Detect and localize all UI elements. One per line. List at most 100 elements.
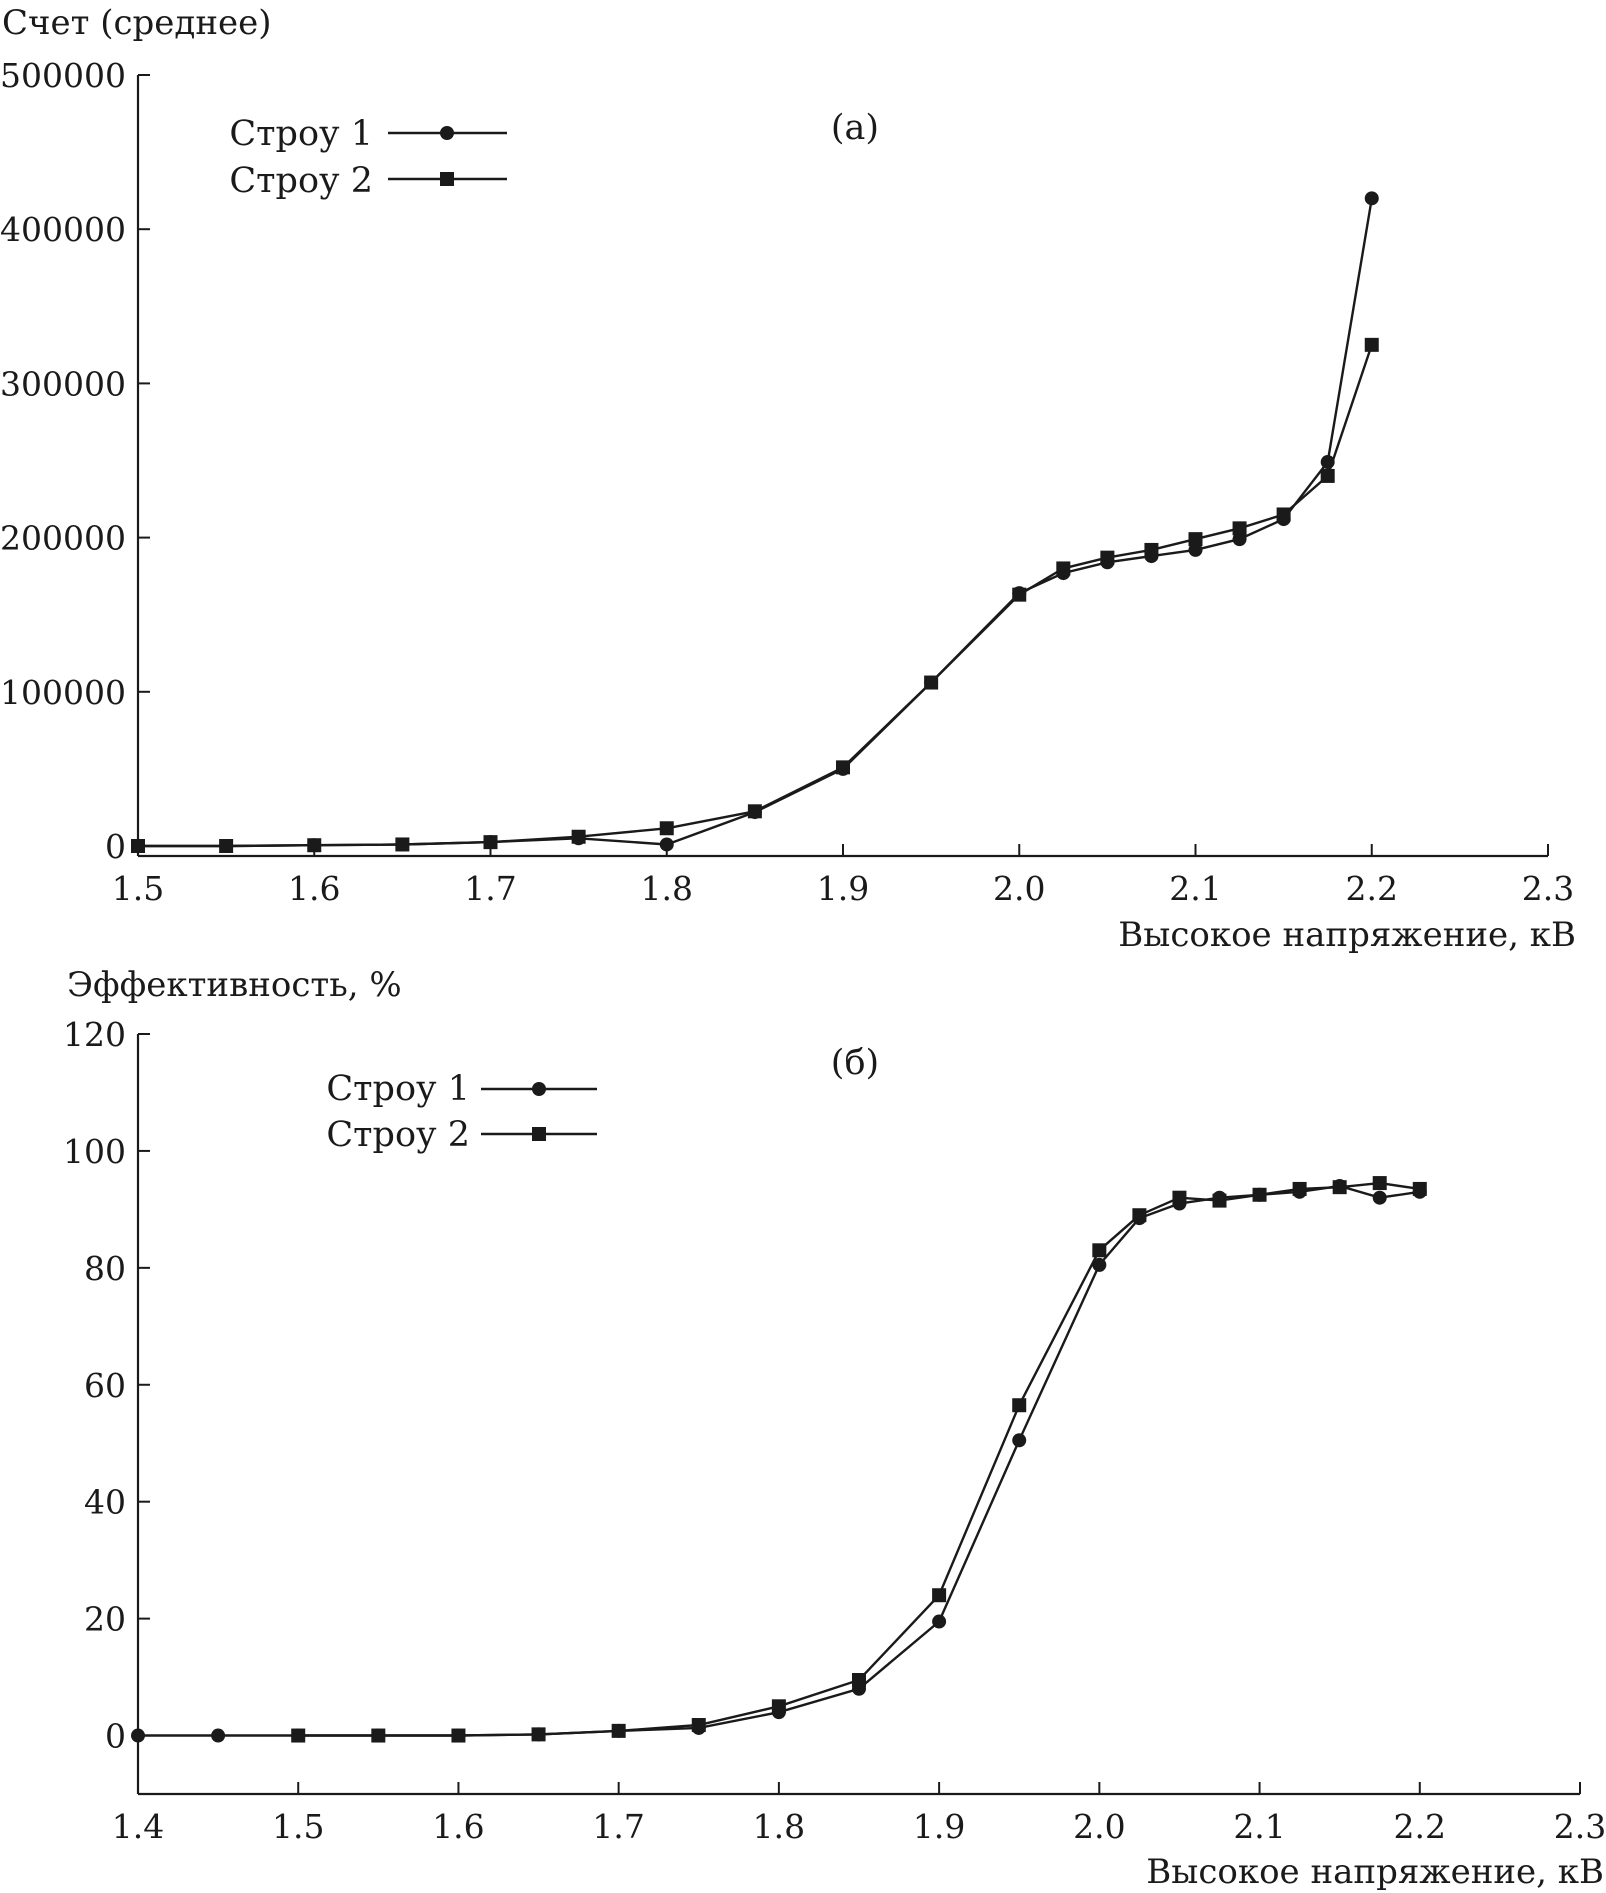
point-a-2-8 — [836, 760, 850, 775]
point-a-1-6 — [659, 837, 674, 852]
point-a-2-14 — [1188, 532, 1203, 547]
x-tick-label-b-5: 1.9 — [913, 1807, 965, 1846]
x-tick-label-a-4: 1.9 — [817, 869, 869, 908]
point-b-1-10 — [932, 1614, 947, 1629]
x-tick-label-a-5: 2.0 — [993, 869, 1045, 908]
point-a-2-12 — [1100, 550, 1115, 565]
x-tick-label-a-6: 2.1 — [1169, 869, 1221, 908]
x-tick-label-a-0: 1.5 — [112, 869, 164, 908]
x-tick-label-b-4: 1.8 — [753, 1807, 805, 1846]
point-b-2-6 — [771, 1699, 786, 1714]
point-a-2-13 — [1144, 542, 1159, 557]
point-a-2-16 — [1276, 507, 1291, 522]
series-line-a-2 — [138, 344, 1373, 848]
point-b-2-11 — [1132, 1208, 1147, 1223]
legend-a: Строу 1 Строу 2 — [229, 114, 507, 201]
point-a-2-18 — [1364, 337, 1379, 352]
y-tick-label-b-0: 0 — [105, 1717, 126, 1756]
chart-panel-a: Счет (среднее) Высокое напряжение, кВ (а… — [0, 3, 1576, 955]
point-b-1-0 — [131, 1728, 145, 1743]
x-tick-label-b-6: 2.0 — [1073, 1807, 1125, 1846]
point-b-2-4 — [611, 1723, 626, 1738]
x-tick-label-a-2: 1.7 — [464, 869, 516, 908]
x-tick-label-b-7: 2.1 — [1233, 1807, 1285, 1846]
y-tick-label-a-2: 200000 — [0, 519, 126, 558]
point-b-2-7 — [852, 1673, 866, 1687]
y-axis-title-b: Эффективность, % — [67, 965, 402, 1005]
point-b-1-11 — [1012, 1433, 1027, 1448]
point-b-2-8 — [932, 1588, 947, 1603]
point-b-2-10 — [1092, 1243, 1107, 1258]
point-b-2-0 — [291, 1728, 306, 1743]
point-a-2-5 — [571, 829, 586, 844]
legend-marker-a-1 — [440, 126, 454, 140]
x-tick-label-b-2: 1.6 — [432, 1807, 484, 1846]
point-b-2-12 — [1172, 1190, 1187, 1205]
point-a-2-15 — [1232, 521, 1247, 536]
y-tick-label-b-5: 100 — [63, 1132, 126, 1171]
point-b-2-3 — [531, 1727, 546, 1742]
point-a-2-2 — [307, 838, 322, 853]
x-tick-label-a-1: 1.6 — [288, 869, 340, 908]
y-tick-label-b-1: 20 — [84, 1600, 126, 1639]
point-b-1-1 — [211, 1728, 226, 1743]
y-tick-label-a-0: 0 — [105, 827, 126, 866]
x-axis-title-b: Высокое напряжение, кВ — [1146, 1852, 1604, 1892]
series-line-b-1 — [138, 1184, 1420, 1737]
series-line-a-1 — [138, 198, 1373, 848]
point-a-2-10 — [1012, 587, 1027, 602]
x-tick-label-b-8: 2.2 — [1394, 1807, 1446, 1846]
point-b-2-14 — [1252, 1187, 1267, 1202]
y-tick-label-b-4: 80 — [84, 1249, 126, 1288]
x-tick-label-a-8: 2.3 — [1522, 869, 1574, 908]
legend-label-a-2: Строу 2 — [229, 161, 373, 201]
point-a-2-9 — [924, 675, 939, 690]
legend-label-b-2: Строу 2 — [326, 1115, 470, 1155]
point-a-1-18 — [1364, 191, 1379, 206]
point-a-2-6 — [659, 821, 674, 836]
legend-marker-b-2 — [532, 1127, 546, 1141]
legend-marker-a-2 — [440, 172, 454, 186]
point-a-1-14 — [1188, 542, 1203, 557]
point-a-2-1 — [219, 839, 234, 853]
x-axis-title-a: Высокое напряжение, кВ — [1118, 915, 1576, 955]
legend-label-a-1: Строу 1 — [229, 114, 373, 154]
y-tick-label-b-2: 40 — [84, 1483, 126, 1522]
point-b-2-2 — [451, 1728, 466, 1743]
point-a-2-7 — [747, 804, 762, 819]
point-b-2-13 — [1212, 1193, 1227, 1208]
x-tick-label-b-0: 1.4 — [112, 1807, 164, 1846]
y-axis-title-a: Счет (среднее) — [2, 3, 272, 43]
point-b-2-15 — [1292, 1181, 1307, 1196]
chart-panel-b: Эффективность, % Высокое напряжение, кВ … — [63, 965, 1606, 1892]
point-a-2-0 — [131, 839, 145, 853]
point-b-2-17 — [1372, 1176, 1387, 1191]
x-tick-label-a-7: 2.2 — [1346, 869, 1398, 908]
point-b-2-9 — [1012, 1398, 1027, 1413]
point-a-2-3 — [395, 837, 410, 852]
y-tick-label-a-4: 400000 — [0, 210, 126, 249]
x-tick-label-b-1: 1.5 — [272, 1807, 324, 1846]
point-b-1-19 — [1372, 1190, 1387, 1205]
point-b-2-1 — [371, 1728, 386, 1743]
point-b-2-5 — [691, 1718, 706, 1733]
point-b-2-18 — [1412, 1181, 1427, 1196]
point-b-2-16 — [1332, 1180, 1347, 1195]
panel-label-b: (б) — [831, 1043, 879, 1083]
y-tick-label-a-3: 300000 — [0, 364, 126, 403]
x-tick-label-a-3: 1.8 — [641, 869, 693, 908]
panel-label-a: (а) — [831, 108, 879, 148]
point-a-2-4 — [483, 835, 498, 850]
point-b-1-12 — [1092, 1257, 1107, 1272]
legend-b: Строу 1 Строу 2 — [326, 1069, 597, 1155]
series-line-b-2 — [298, 1181, 1420, 1737]
x-tick-label-b-9: 2.3 — [1554, 1807, 1606, 1846]
legend-label-b-1: Строу 1 — [326, 1069, 470, 1109]
y-tick-label-a-5: 500000 — [0, 56, 126, 95]
x-tick-label-b-3: 1.7 — [592, 1807, 644, 1846]
y-tick-label-a-1: 100000 — [0, 673, 126, 712]
point-a-2-11 — [1056, 561, 1071, 576]
y-tick-label-b-3: 60 — [84, 1366, 126, 1405]
point-a-2-17 — [1320, 468, 1335, 483]
